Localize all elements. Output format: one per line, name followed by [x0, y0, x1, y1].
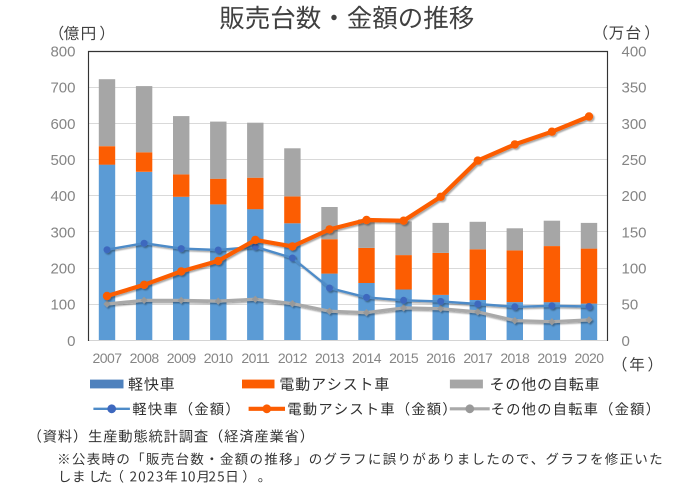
svg-text:200: 200 [622, 188, 647, 205]
svg-text:700: 700 [50, 80, 75, 97]
svg-text:2012: 2012 [278, 350, 308, 366]
svg-text:0: 0 [622, 333, 630, 350]
svg-text:300: 300 [50, 224, 75, 241]
svg-text:2008: 2008 [130, 350, 160, 366]
svg-text:2009: 2009 [167, 350, 197, 366]
svg-text:2019: 2019 [537, 350, 567, 366]
svg-text:200: 200 [50, 261, 75, 278]
svg-text:50: 50 [622, 297, 639, 314]
svg-text:2020: 2020 [575, 350, 605, 366]
svg-text:0: 0 [67, 333, 75, 350]
svg-text:2007: 2007 [93, 350, 123, 366]
svg-text:2013: 2013 [315, 350, 345, 366]
svg-text:300: 300 [622, 116, 647, 133]
svg-text:600: 600 [50, 116, 75, 133]
svg-text:400: 400 [622, 43, 647, 60]
svg-text:350: 350 [622, 80, 647, 97]
svg-text:2018: 2018 [500, 350, 530, 366]
svg-text:2010: 2010 [204, 350, 234, 366]
svg-text:2017: 2017 [463, 350, 493, 366]
svg-text:500: 500 [50, 152, 75, 169]
svg-text:150: 150 [622, 224, 647, 241]
svg-text:250: 250 [622, 152, 647, 169]
svg-text:2011: 2011 [241, 350, 270, 366]
svg-text:2014: 2014 [352, 350, 382, 366]
svg-text:100: 100 [622, 261, 647, 278]
svg-text:2016: 2016 [426, 350, 456, 366]
svg-text:2015: 2015 [389, 350, 419, 366]
svg-text:800: 800 [50, 43, 75, 60]
svg-text:100: 100 [50, 297, 75, 314]
svg-text:400: 400 [50, 188, 75, 205]
